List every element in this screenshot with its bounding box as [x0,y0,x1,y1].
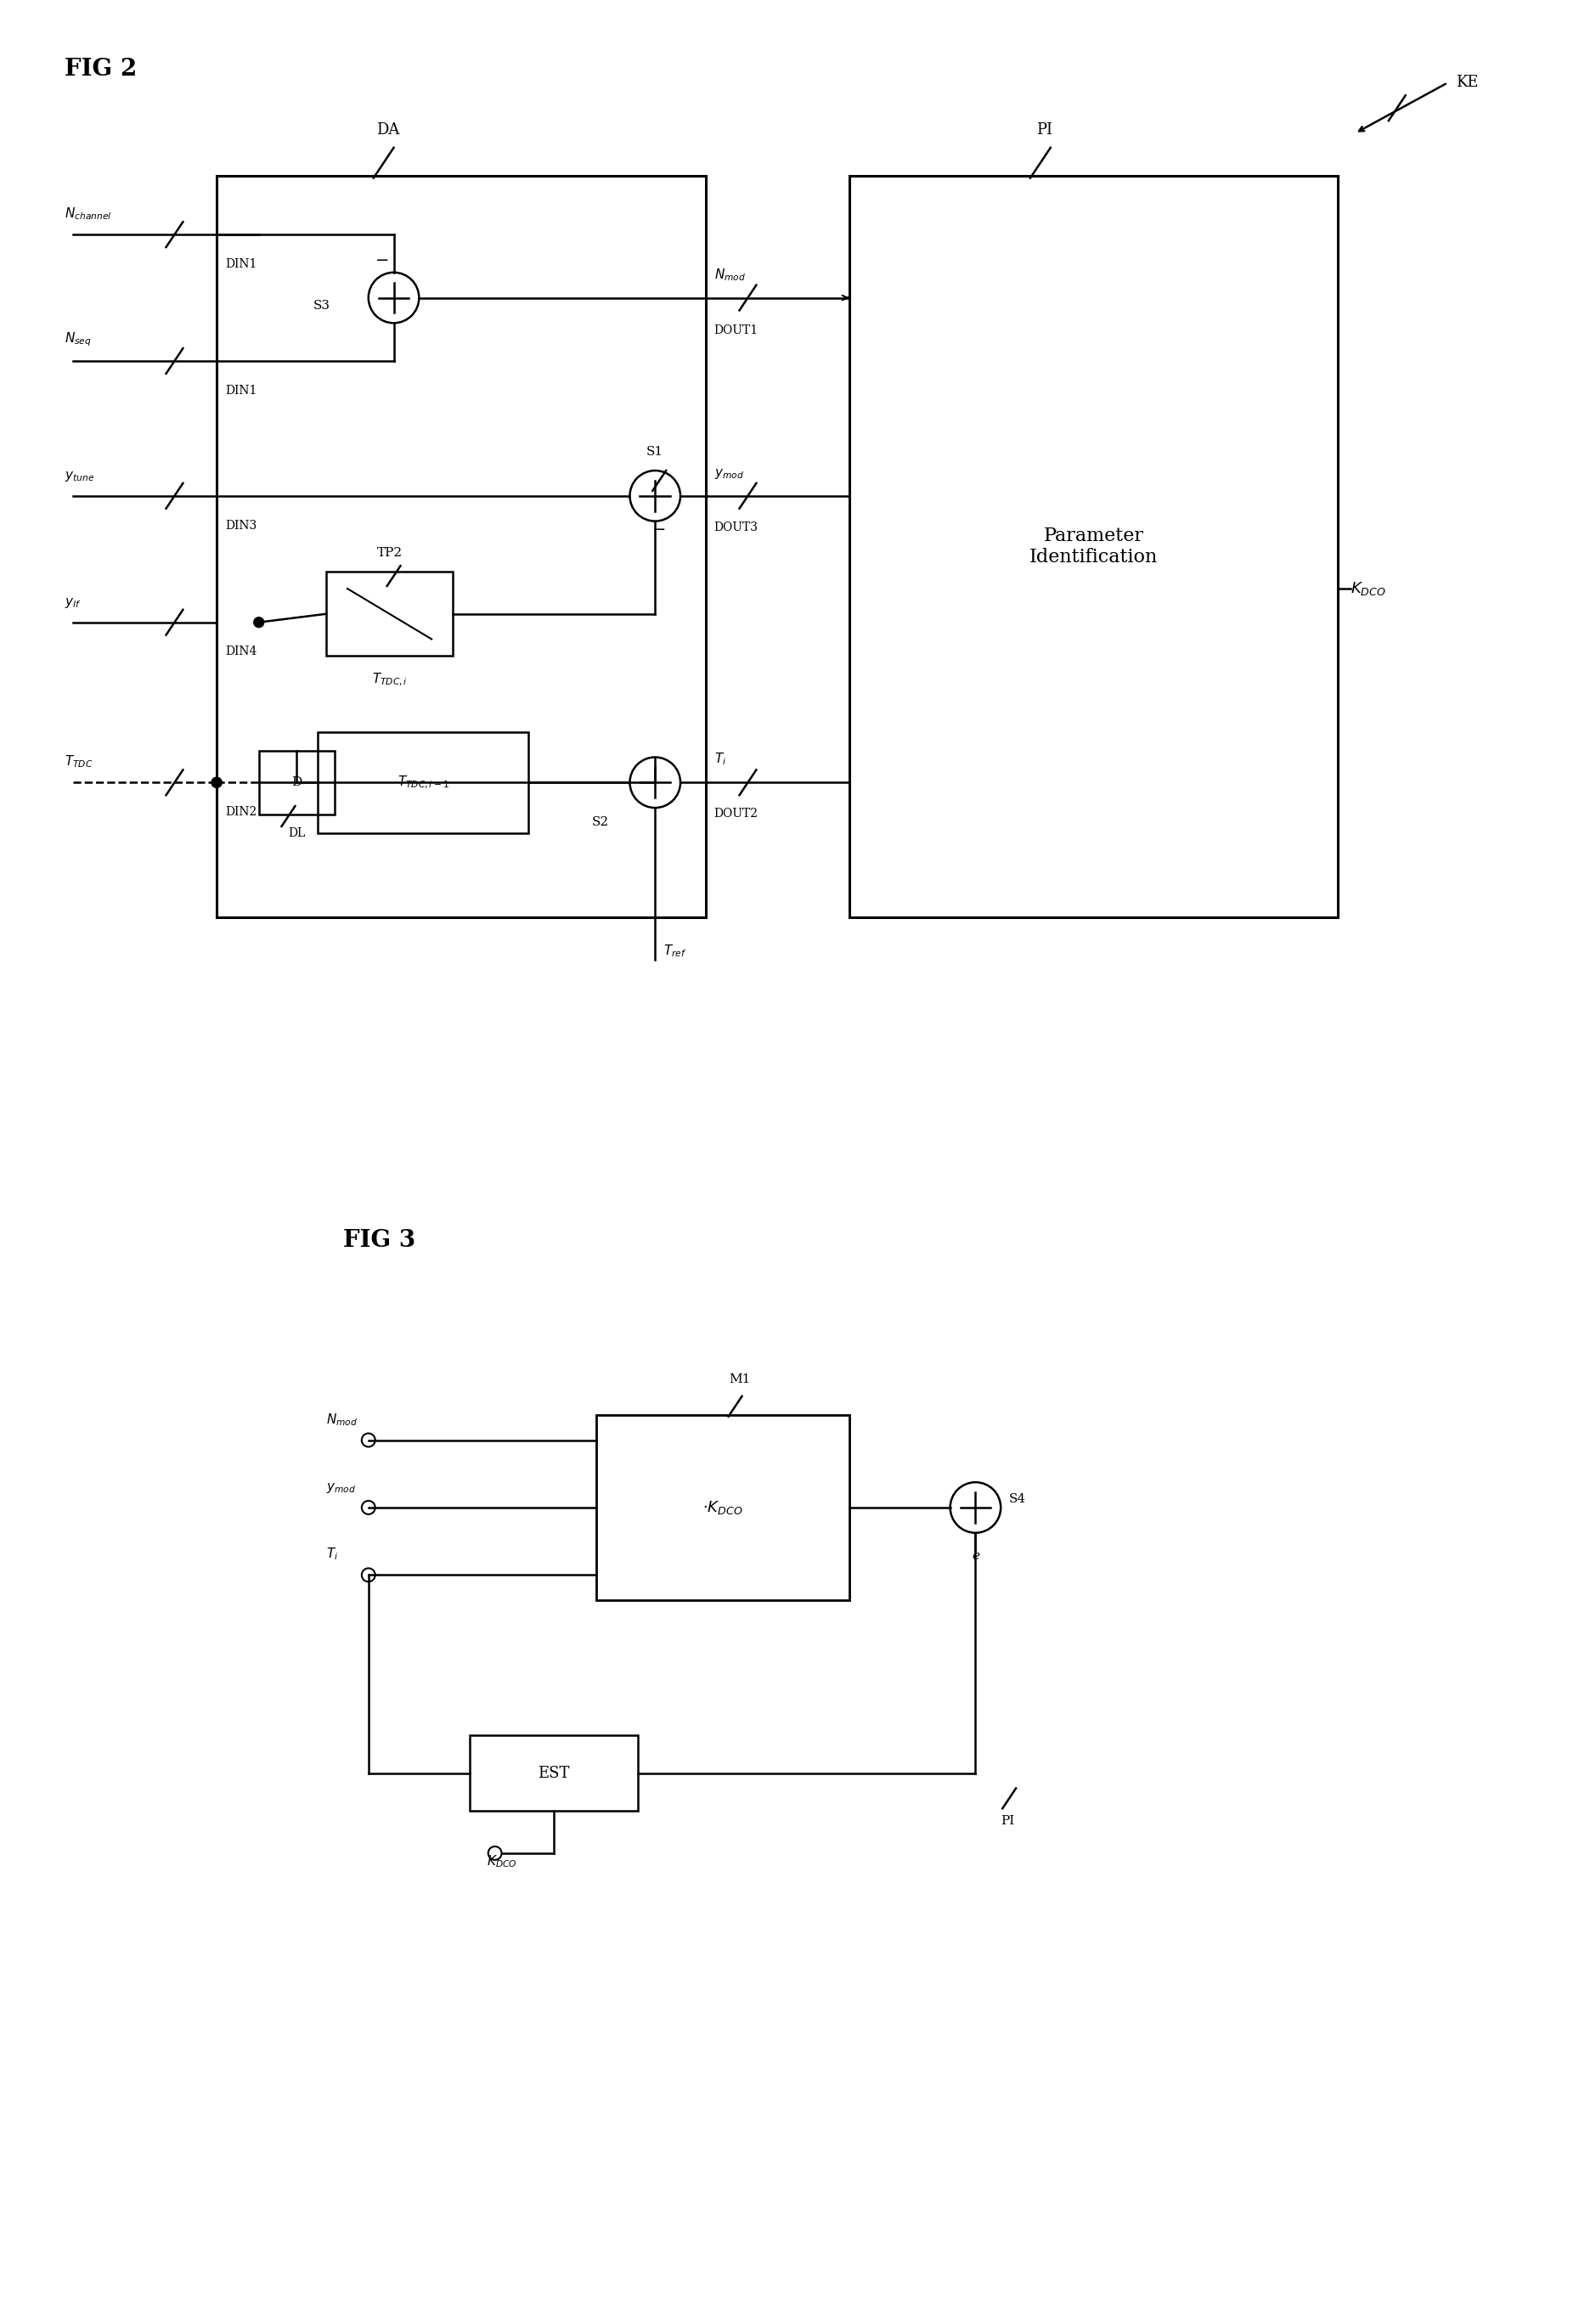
Text: EST: EST [538,1766,570,1782]
Text: $y_{tune}$: $y_{tune}$ [65,470,94,484]
Circle shape [212,779,222,788]
Text: DOUT3: DOUT3 [713,521,758,533]
Text: FIG 3: FIG 3 [343,1230,415,1251]
Text: $N_{mod}$: $N_{mod}$ [713,266,745,283]
Text: S3: S3 [313,301,330,313]
Text: $y_{mod}$: $y_{mod}$ [713,468,744,480]
Text: $T_i$: $T_i$ [713,751,726,767]
Text: DIN1: DIN1 [225,385,257,396]
Circle shape [212,779,222,788]
Text: −: − [653,521,666,538]
Text: S1: S1 [646,447,664,459]
Text: DA: DA [377,123,399,137]
Circle shape [254,616,263,628]
Text: $y_{lf}$: $y_{lf}$ [65,595,81,609]
Text: $y_{mod}$: $y_{mod}$ [326,1481,356,1494]
Text: $T_i$: $T_i$ [326,1545,338,1562]
Bar [595,1416,849,1601]
Text: S2: S2 [592,816,608,827]
Text: $K_{DCO}$: $K_{DCO}$ [1350,579,1385,598]
Text: DOUT2: DOUT2 [713,809,758,820]
Text: DIN1: DIN1 [225,257,257,271]
Text: DIN2: DIN2 [225,806,257,818]
Text: S4: S4 [1009,1492,1026,1506]
Text: −: − [375,253,389,269]
Bar [326,572,453,656]
Text: $N_{channel}$: $N_{channel}$ [65,206,112,222]
Text: DOUT1: DOUT1 [713,324,758,336]
Text: TP2: TP2 [377,547,402,558]
Bar [217,176,705,918]
Text: Parameter
Identification: Parameter Identification [1029,526,1157,568]
Text: $\cdot K_{DCO}$: $\cdot K_{DCO}$ [702,1499,742,1515]
Bar [318,732,528,834]
Text: $K_{DCO}$: $K_{DCO}$ [487,1854,517,1870]
Text: $T_{TDC,i-1}$: $T_{TDC,i-1}$ [397,774,448,790]
Bar [259,751,335,816]
Text: $N_{seq}$: $N_{seq}$ [65,331,93,348]
Text: $T_{TDC,i}$: $T_{TDC,i}$ [372,672,407,688]
Text: DL: DL [289,827,305,839]
Text: $N_{mod}$: $N_{mod}$ [326,1411,358,1427]
Text: KE: KE [1456,74,1478,90]
Text: $T_{ref}$: $T_{ref}$ [664,943,686,959]
Text: D: D [292,776,302,788]
Text: DIN4: DIN4 [225,646,257,658]
Bar [469,1735,638,1812]
Text: $T_{TDC}$: $T_{TDC}$ [65,753,93,769]
Text: M1: M1 [729,1374,750,1386]
Text: PI: PI [1001,1814,1015,1828]
Text: PI: PI [1036,123,1053,137]
Text: DIN3: DIN3 [225,519,257,531]
Text: FIG 2: FIG 2 [65,58,137,81]
Bar [849,176,1337,918]
Text: e: e [972,1550,980,1562]
